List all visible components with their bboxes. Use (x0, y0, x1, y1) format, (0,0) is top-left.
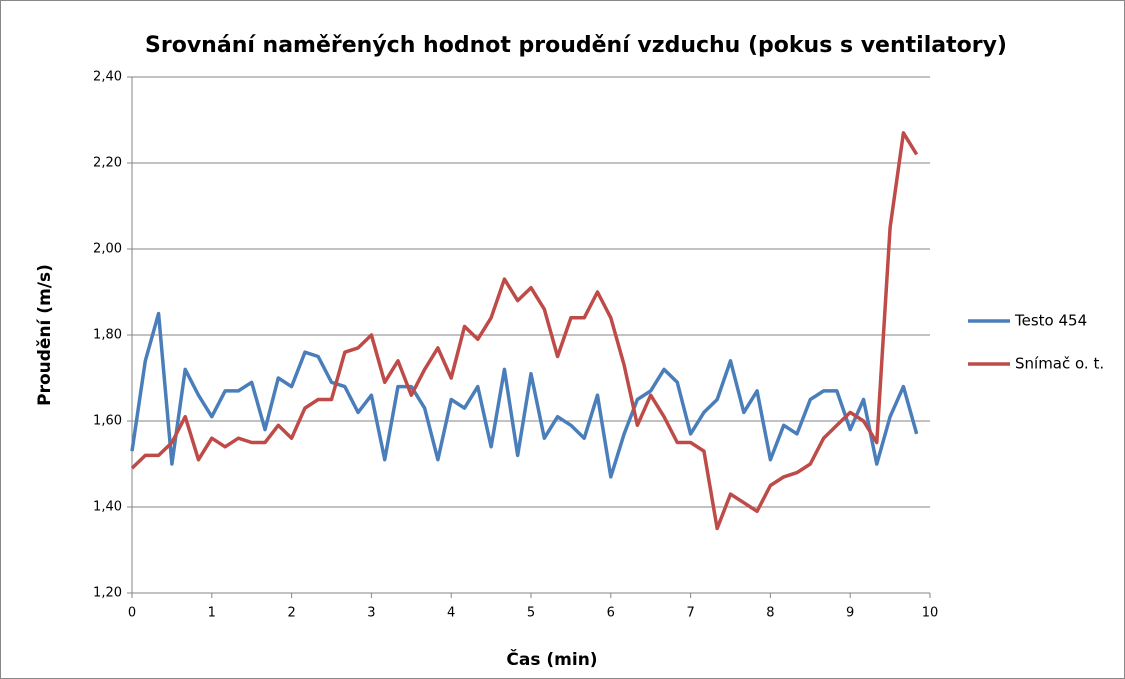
y-tick-label: 1,20 (93, 586, 122, 601)
x-tick-label: 4 (447, 606, 455, 621)
x-tick-label: 9 (846, 606, 854, 621)
series-line (130, 131, 919, 531)
x-axis-label: Čas (min) (506, 648, 597, 670)
x-tick-label: 0 (128, 606, 136, 621)
x-tick-label: 2 (287, 606, 295, 621)
x-tick-label: 5 (527, 606, 535, 621)
legend-label: Testo 454 (1014, 312, 1087, 330)
y-tick-label: 2,00 (93, 242, 122, 257)
legend-label: Snímač o. t. (1015, 355, 1104, 373)
x-tick-label: 3 (367, 606, 375, 621)
x-tick-label: 7 (686, 606, 694, 621)
x-tick-label: 8 (766, 606, 774, 621)
y-tick-label: 1,80 (93, 328, 122, 343)
x-tick-label: 10 (922, 606, 939, 621)
y-tick-label: 2,20 (93, 156, 122, 171)
x-tick-label: 6 (607, 606, 615, 621)
y-tick-label: 1,60 (93, 414, 122, 429)
series-line (130, 311, 919, 479)
y-tick-label: 1,40 (93, 500, 122, 515)
y-tick-label: 2,40 (93, 70, 122, 85)
x-tick-label: 1 (208, 606, 216, 621)
chart-title: Srovnání naměřených hodnot proudění vzdu… (145, 33, 1007, 58)
y-axis-label: Proudění (m/s) (35, 264, 55, 406)
